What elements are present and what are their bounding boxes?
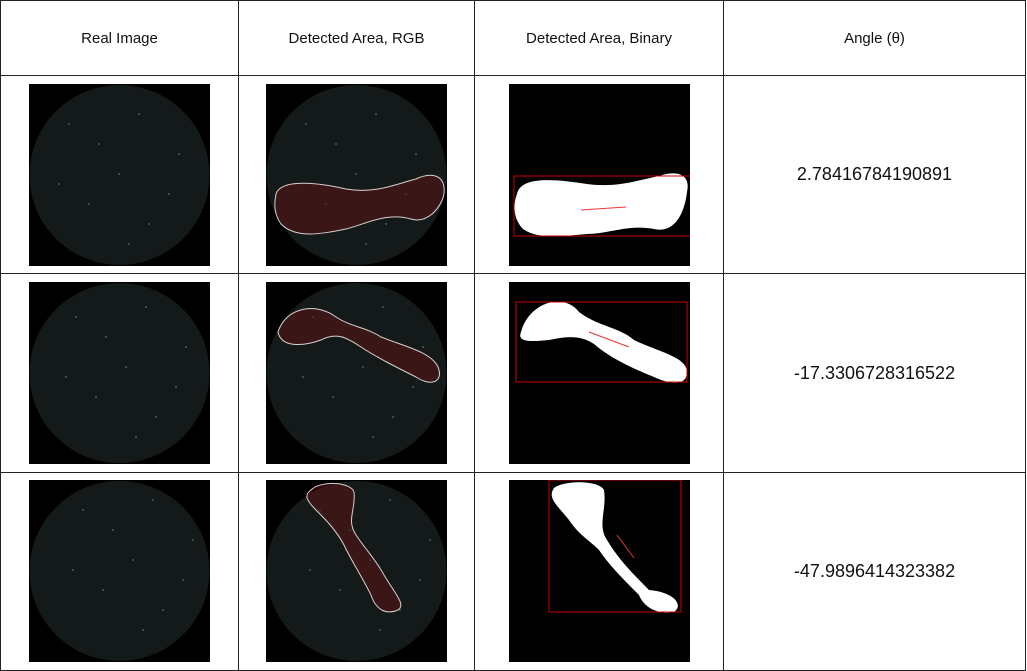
star — [68, 123, 70, 125]
star — [118, 173, 120, 175]
star — [65, 376, 67, 378]
cell — [475, 472, 724, 670]
star — [379, 629, 381, 631]
star — [372, 436, 374, 438]
star — [148, 223, 150, 225]
star — [412, 386, 414, 388]
sky-disk — [30, 481, 210, 661]
sky-disk — [30, 85, 210, 265]
cell — [475, 76, 724, 274]
cell — [239, 472, 475, 670]
star — [429, 539, 431, 541]
sky-disk — [267, 481, 447, 661]
star — [389, 499, 391, 501]
binary-image — [509, 282, 690, 464]
star — [75, 316, 77, 318]
real-image — [29, 282, 210, 464]
star — [145, 306, 147, 308]
star — [155, 416, 157, 418]
rgb-image — [266, 282, 447, 464]
real-image — [29, 480, 210, 662]
row: -47.9896414323382 — [1, 472, 1026, 670]
star — [385, 223, 387, 225]
header-row: Real Image Detected Area, RGB Detected A… — [1, 1, 1026, 76]
star — [128, 243, 130, 245]
star — [365, 243, 367, 245]
row: 2.78416784190891 — [1, 76, 1026, 274]
star — [415, 153, 417, 155]
star — [138, 113, 140, 115]
star — [98, 143, 100, 145]
star — [419, 579, 421, 581]
real-image — [29, 84, 210, 266]
star — [335, 143, 337, 145]
cell — [1, 472, 239, 670]
star — [305, 123, 307, 125]
star — [192, 539, 194, 541]
star — [332, 396, 334, 398]
star — [58, 183, 60, 185]
rgb-image — [266, 480, 447, 662]
angle-value: -17.3306728316522 — [724, 274, 1026, 472]
star — [142, 629, 144, 631]
star — [309, 569, 311, 571]
star — [162, 609, 164, 611]
cell — [475, 274, 724, 472]
header-cell: Detected Area, Binary — [475, 1, 724, 76]
star — [135, 436, 137, 438]
star — [82, 509, 84, 511]
cell — [1, 76, 239, 274]
star — [175, 386, 177, 388]
star — [72, 569, 74, 571]
angle-value: -47.9896414323382 — [724, 472, 1026, 670]
star — [185, 346, 187, 348]
sky-disk — [267, 85, 447, 265]
binary-image — [509, 480, 690, 662]
star — [112, 529, 114, 531]
result-table: Real Image Detected Area, RGB Detected A… — [0, 0, 1026, 671]
cell — [239, 274, 475, 472]
star — [132, 559, 134, 561]
star — [362, 366, 364, 368]
star — [375, 113, 377, 115]
header-cell: Detected Area, RGB — [239, 1, 475, 76]
star — [422, 346, 424, 348]
star — [125, 366, 127, 368]
star — [95, 396, 97, 398]
star — [105, 336, 107, 338]
row: -17.3306728316522 — [1, 274, 1026, 472]
star — [339, 589, 341, 591]
header-cell: Angle (θ) — [724, 1, 1026, 76]
star — [382, 306, 384, 308]
sky-disk — [30, 283, 210, 463]
star — [152, 499, 154, 501]
star — [168, 193, 170, 195]
star — [355, 173, 357, 175]
star — [102, 589, 104, 591]
star — [392, 416, 394, 418]
cell — [239, 76, 475, 274]
star — [182, 579, 184, 581]
rgb-image — [266, 84, 447, 266]
star — [302, 376, 304, 378]
angle-value: 2.78416784190891 — [724, 76, 1026, 274]
star — [88, 203, 90, 205]
header-cell: Real Image — [1, 1, 239, 76]
cell — [1, 274, 239, 472]
binary-image — [509, 84, 690, 266]
star — [178, 153, 180, 155]
